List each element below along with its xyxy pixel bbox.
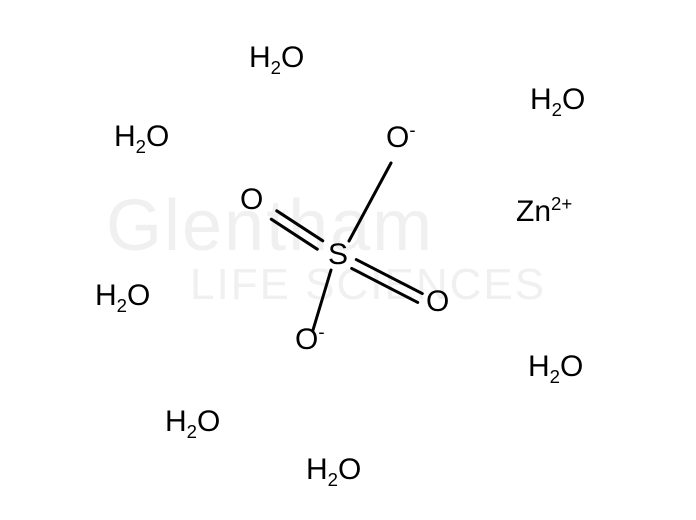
water-o: O [146, 120, 169, 153]
atom-oxygen-bottom-left: O- [295, 325, 325, 355]
water-o: O [281, 41, 304, 74]
water-molecule: H2O [95, 281, 150, 311]
water-h: H [114, 120, 136, 153]
water-molecule: H2O [165, 407, 220, 437]
atom-o-bl-symbol: O [295, 323, 318, 356]
water-h: H [530, 83, 552, 116]
water-o: O [562, 83, 585, 116]
water-molecule: H2O [114, 122, 169, 152]
water-molecule: H2O [530, 85, 585, 115]
water-sub: 2 [187, 421, 197, 442]
water-sub: 2 [328, 469, 338, 490]
water-h: H [528, 350, 550, 383]
atom-o-bl-charge: - [318, 321, 324, 342]
ion-zinc-symbol: Zn [516, 195, 551, 228]
water-sub: 2 [117, 295, 127, 316]
water-h: H [165, 405, 187, 438]
water-sub: 2 [550, 366, 560, 387]
water-o: O [197, 405, 220, 438]
water-h: H [249, 41, 271, 74]
atom-oxygen-top-right: O- [386, 123, 416, 153]
atom-oxygen-double-right: O [426, 287, 449, 317]
atom-sulfur: S [328, 240, 348, 270]
water-o: O [338, 453, 361, 486]
water-sub: 2 [552, 99, 562, 120]
ion-zinc-charge: 2+ [551, 193, 572, 214]
water-o: O [560, 350, 583, 383]
water-molecule: H2O [249, 43, 304, 73]
atom-o-tr-symbol: O [386, 121, 409, 154]
atom-oxygen-double-left: O [240, 185, 263, 215]
water-h: H [95, 279, 117, 312]
water-o: O [127, 279, 150, 312]
water-sub: 2 [136, 136, 146, 157]
atom-o-tr-charge: - [409, 119, 415, 140]
water-sub: 2 [271, 57, 281, 78]
water-molecule: H2O [528, 352, 583, 382]
ion-zinc: Zn2+ [516, 197, 572, 227]
water-h: H [306, 453, 328, 486]
water-molecule: H2O [306, 455, 361, 485]
chemical-diagram: Glentham LIFE SCIENCES S O- O- O O Zn2+ … [0, 0, 696, 520]
